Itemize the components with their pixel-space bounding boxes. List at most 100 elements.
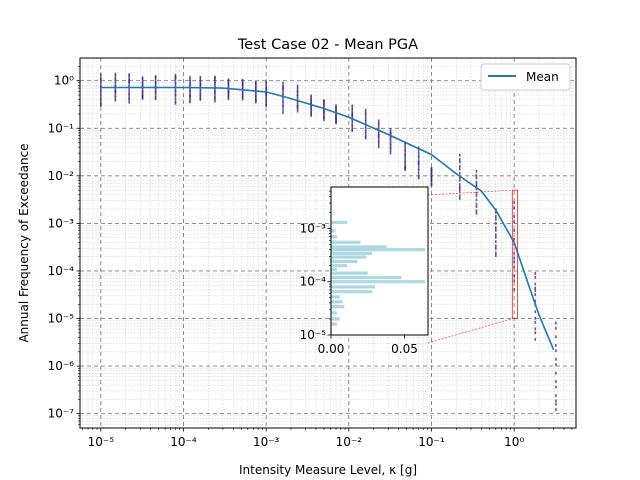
sample-point — [389, 143, 392, 147]
sample-point — [417, 156, 420, 159]
sample-point — [265, 91, 267, 95]
sample-point — [377, 138, 380, 142]
sample-point — [404, 152, 406, 156]
sample-point — [323, 116, 325, 120]
inset-bar — [331, 305, 345, 309]
sample-point — [282, 91, 284, 95]
inset-bar — [331, 300, 343, 304]
sample-point — [364, 111, 367, 115]
sample-point — [296, 107, 299, 111]
sample-point — [377, 125, 380, 129]
sample-point — [154, 76, 157, 80]
sample-point — [458, 185, 461, 189]
sample-point — [389, 151, 392, 155]
sample-point — [458, 183, 461, 186]
sample-point — [534, 299, 537, 303]
sample-point — [475, 169, 478, 173]
sample-point — [377, 123, 380, 127]
inset-bar — [331, 220, 348, 224]
sample-point — [475, 185, 478, 188]
sample-point — [323, 108, 325, 112]
sample-point — [475, 174, 478, 177]
sample-point — [114, 96, 117, 99]
sample-point — [389, 139, 392, 143]
sample-point — [323, 113, 325, 117]
sample-point — [458, 178, 461, 182]
sample-point — [351, 121, 354, 125]
sample-point — [255, 90, 257, 94]
sample-point — [534, 289, 537, 292]
inset-bar — [331, 317, 340, 321]
sample-point — [265, 82, 267, 85]
sample-point — [128, 81, 130, 85]
sample-point — [534, 316, 537, 320]
sample-point — [555, 371, 557, 375]
sample-point — [430, 169, 433, 173]
sample-point — [128, 96, 130, 100]
sample-point — [310, 107, 312, 111]
sample-point — [128, 77, 130, 81]
sample-point — [458, 171, 461, 175]
inset-bar — [331, 290, 373, 294]
sample-point — [296, 109, 299, 113]
sample-point — [214, 75, 216, 79]
sample-point — [141, 97, 144, 100]
legend: Mean — [480, 63, 571, 91]
sample-point — [114, 83, 117, 87]
sample-point — [174, 78, 177, 82]
sample-point — [114, 89, 117, 93]
inset-bar — [331, 264, 348, 268]
sample-point — [534, 282, 537, 286]
sample-point — [404, 156, 406, 160]
sample-point — [214, 91, 216, 95]
sample-point — [265, 96, 267, 100]
sample-point — [154, 82, 157, 85]
sample-point — [364, 119, 367, 123]
x-axis-label: Intensity Measure Level, κ [g] — [239, 463, 417, 477]
sample-point — [174, 92, 177, 96]
sample-point — [100, 103, 102, 106]
sample-point — [364, 108, 367, 112]
y-axis-label: Annual Frequency of Exceedance — [17, 143, 31, 342]
x-tick-label: 10⁻⁵ — [88, 435, 115, 449]
sample-point — [114, 91, 117, 95]
sample-point — [364, 113, 367, 116]
sample-point — [335, 116, 337, 120]
inset-bar — [331, 259, 358, 264]
sample-point — [513, 237, 515, 241]
sample-point — [495, 235, 497, 239]
sample-point — [335, 114, 337, 118]
x-tick-label: 10⁻³ — [253, 435, 280, 449]
sample-point — [430, 172, 433, 175]
x-tick-label: 10⁻⁴ — [170, 435, 197, 449]
sample-point — [495, 251, 497, 255]
sample-point — [174, 97, 177, 101]
sample-point — [534, 286, 537, 290]
sample-point — [241, 95, 244, 99]
sample-point — [296, 90, 299, 94]
sample-point — [310, 96, 312, 100]
sample-point — [128, 100, 130, 104]
sample-point — [154, 91, 157, 95]
y-tick-label: 10⁻⁶ — [48, 359, 75, 373]
sample-point — [214, 97, 216, 101]
sample-point — [265, 98, 267, 101]
sample-point — [310, 114, 312, 118]
sample-point — [214, 81, 216, 85]
sample-point — [404, 161, 406, 165]
sample-point — [534, 310, 537, 314]
sample-point — [323, 111, 325, 115]
inset-bar — [331, 255, 367, 259]
sample-point — [417, 163, 420, 167]
mean-series — [100, 86, 555, 351]
sample-point — [174, 101, 177, 105]
sample-point — [417, 160, 420, 164]
sample-point — [114, 72, 117, 76]
sample-point — [351, 123, 354, 127]
sample-point — [335, 104, 337, 108]
sample-point — [199, 94, 202, 98]
sample-point — [377, 121, 380, 125]
sample-point — [364, 124, 367, 128]
sample-point — [296, 94, 299, 98]
sample-point — [495, 244, 497, 248]
